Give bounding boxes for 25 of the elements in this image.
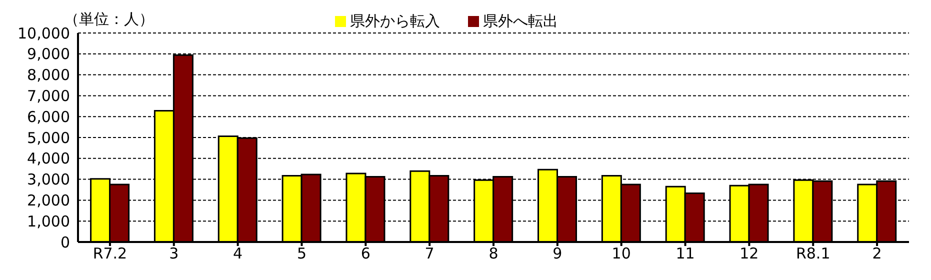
x-tick-label: 12 xyxy=(740,244,759,263)
y-tick-label: 1,000 xyxy=(27,212,70,230)
x-tick-label: 10 xyxy=(612,244,631,263)
y-tick-label: 2,000 xyxy=(27,192,70,210)
y-tick-label: 4,000 xyxy=(27,150,70,168)
y-tick-label: 6,000 xyxy=(27,108,70,126)
y-tick-label: 8,000 xyxy=(27,66,70,84)
y-tick-label: 7,000 xyxy=(27,87,70,106)
x-tick-label: 4 xyxy=(233,244,243,263)
x-tick-label: R8.1 xyxy=(796,244,830,263)
y-tick-label: 5,000 xyxy=(27,128,70,147)
x-tick-label: 3 xyxy=(169,244,179,263)
x-tick-label: 2 xyxy=(872,244,882,263)
legend-label: 県外から転入 xyxy=(350,12,440,30)
x-tick-label: 9 xyxy=(552,244,562,263)
y-tick-label: 0 xyxy=(60,233,70,252)
x-tick-label: 6 xyxy=(360,244,370,263)
x-tick-label: 8 xyxy=(488,244,498,263)
y-tick-label: 3,000 xyxy=(27,170,70,189)
x-tick-label: 11 xyxy=(676,244,695,263)
y-tick-label: 9,000 xyxy=(27,45,70,64)
x-tick-label: 5 xyxy=(296,244,307,263)
x-tick-label: 7 xyxy=(424,244,434,263)
legend-label: 県外へ転出 xyxy=(483,12,558,30)
x-tick-label: R7.2 xyxy=(92,244,128,263)
